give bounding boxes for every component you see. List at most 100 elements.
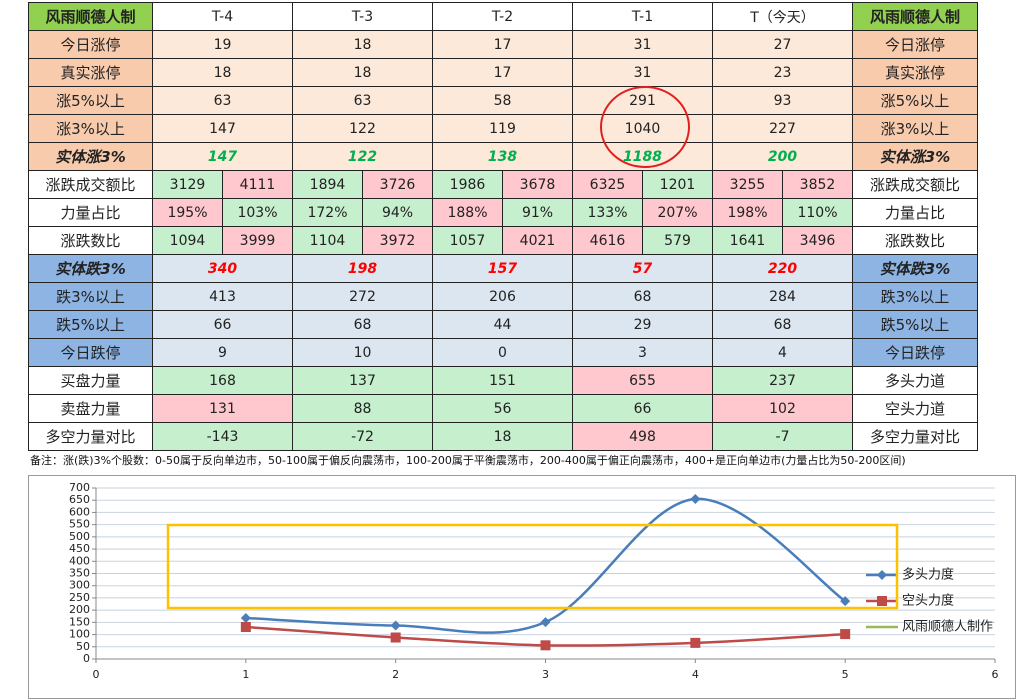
header-cell: T-4 [152, 2, 293, 31]
table-row: 力量占比 195% 103% 172% 94% 188% 91% 133% 207% 198% 11… [28, 198, 978, 227]
marker [540, 640, 551, 651]
y-tick-label: 500 [69, 530, 90, 543]
row-label: 涨3%以上 [28, 114, 153, 143]
cell: 18 [152, 58, 293, 87]
cell: 122 [292, 142, 433, 171]
table-row: 今日涨停 19 18 17 31 27 今日涨停 [28, 30, 978, 59]
cell: 3726 [362, 170, 433, 199]
row-label: 涨3%以上 [852, 114, 978, 143]
cell: 4111 [222, 170, 293, 199]
cell: 31 [572, 58, 713, 87]
cell: 119 [432, 114, 573, 143]
cell: 94% [362, 198, 433, 227]
row-label: 实体跌3% [28, 254, 153, 283]
legend-marker [877, 596, 887, 606]
cell: 147 [152, 114, 293, 143]
table-row: 涨跌数比 1094 3999 1104 3972 1057 4021 4616 579 1641 3… [28, 226, 978, 255]
cell: 3852 [782, 170, 853, 199]
cell: 3972 [362, 226, 433, 255]
marker [840, 629, 851, 640]
cell: 23 [712, 58, 853, 87]
row-label: 今日跌停 [852, 338, 978, 367]
cell: 133% [572, 198, 643, 227]
cell: 1201 [642, 170, 713, 199]
cell: 198 [292, 254, 433, 283]
x-tick-label: 3 [542, 668, 549, 681]
x-tick-label: 5 [842, 668, 849, 681]
cell: 137 [292, 366, 433, 395]
cell: 3678 [502, 170, 573, 199]
table-row: 实体涨3% 147 122 138 1188 200 实体涨3% [28, 142, 978, 171]
cell: 44 [432, 310, 573, 339]
x-tick-label: 6 [992, 668, 999, 681]
cell: 68 [712, 310, 853, 339]
row-label: 多空力量对比 [28, 422, 153, 451]
row-label: 涨跌成交额比 [852, 170, 978, 199]
x-tick-label: 1 [242, 668, 249, 681]
cell: 291 [572, 86, 713, 115]
cell: 3 [572, 338, 713, 367]
y-tick-label: 450 [69, 542, 90, 555]
table-row: 涨5%以上 63 63 58 291 93 涨5%以上 [28, 86, 978, 115]
cell: 27 [712, 30, 853, 59]
cell: 3496 [782, 226, 853, 255]
row-label: 涨跌数比 [28, 226, 153, 255]
x-tick-label: 4 [692, 668, 699, 681]
header-row: 风雨顺德人制 T-4 T-3 T-2 T-1 T（今天） 风雨顺德人制 [28, 2, 978, 31]
marker [690, 493, 701, 504]
cell: 207% [642, 198, 713, 227]
table-row: 涨3%以上 147 122 119 1040 227 涨3%以上 [28, 114, 978, 143]
cell: 66 [152, 310, 293, 339]
cell: 1104 [292, 226, 363, 255]
cell: 188% [432, 198, 503, 227]
cell: 93 [712, 86, 853, 115]
y-tick-label: 300 [69, 579, 90, 592]
cell: 19 [152, 30, 293, 59]
row-label: 实体涨3% [28, 142, 153, 171]
cell: 18 [292, 30, 433, 59]
cell: 1094 [152, 226, 223, 255]
marker [240, 612, 251, 623]
row-label: 涨5%以上 [852, 86, 978, 115]
cell: 29 [572, 310, 713, 339]
row-label: 实体跌3% [852, 254, 978, 283]
cell: 1894 [292, 170, 363, 199]
cell: -143 [152, 422, 293, 451]
y-tick-label: 250 [69, 591, 90, 604]
cell: 1188 [572, 142, 713, 171]
data-table: 风雨顺德人制 T-4 T-3 T-2 T-1 T（今天） 风雨顺德人制 今日涨停 19 18 17 3… [28, 2, 978, 451]
cell: 4616 [572, 226, 643, 255]
cell: 1986 [432, 170, 503, 199]
legend-label: 空头力度 [902, 593, 954, 609]
cell: 220 [712, 254, 853, 283]
header-cell: 风雨顺德人制 [852, 2, 978, 31]
row-label: 跌3%以上 [28, 282, 153, 311]
row-label: 真实涨停 [28, 58, 153, 87]
note: 备注：涨(跌)3%个股数：0-50属于反向单边市，50-100属于偏反向震荡市，… [30, 454, 906, 467]
cell: 172% [292, 198, 363, 227]
cell: 88 [292, 394, 433, 423]
row-label: 涨5%以上 [28, 86, 153, 115]
cell: -7 [712, 422, 853, 451]
y-tick-label: 400 [69, 554, 90, 567]
cell: 18 [432, 422, 573, 451]
cell: 17 [432, 58, 573, 87]
row-label: 涨跌成交额比 [28, 170, 153, 199]
row-label: 今日跌停 [28, 338, 153, 367]
cell: 237 [712, 366, 853, 395]
cell: 10 [292, 338, 433, 367]
header-cell: T-1 [572, 2, 713, 31]
y-tick-label: 350 [69, 567, 90, 580]
cell: 198% [712, 198, 783, 227]
cell: 68 [572, 282, 713, 311]
row-label: 今日涨停 [28, 30, 153, 59]
header-cell: T-3 [292, 2, 433, 31]
y-tick-label: 0 [83, 652, 90, 665]
row-label: 空头力道 [852, 394, 978, 423]
legend-label: 风雨顺德人制作 [902, 620, 993, 635]
table-row: 多空力量对比 -143 -72 18 498 -7 多空力量对比 [28, 422, 978, 451]
cell: 4021 [502, 226, 573, 255]
cell: 18 [292, 58, 433, 87]
table-row: 实体跌3% 340 198 157 57 220 实体跌3% [28, 254, 978, 283]
row-label: 今日涨停 [852, 30, 978, 59]
